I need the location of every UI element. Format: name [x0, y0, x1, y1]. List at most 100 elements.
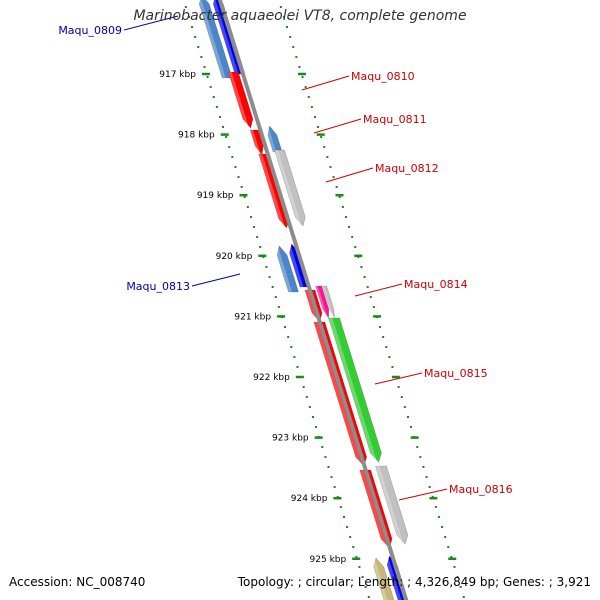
map-title: Marinobacter aquaeolei VT8, complete gen… — [133, 8, 467, 24]
ruler-dot — [296, 366, 299, 368]
ruler-dot — [256, 236, 259, 238]
ruler-dot — [194, 36, 197, 38]
ruler-dot — [462, 596, 465, 598]
ruler-dot — [341, 206, 344, 208]
ruler-dot — [305, 396, 308, 398]
gene-arrow — [276, 245, 299, 293]
length-value: 4,326,849 bp — [407, 575, 495, 589]
genes-label: Genes: — [502, 575, 545, 589]
ruler-dot — [428, 486, 431, 488]
topology-item: Topology: circular — [238, 575, 350, 589]
ruler-dot — [206, 76, 209, 78]
gene-arrow — [198, 0, 233, 79]
accession-label: Accession: — [9, 575, 73, 589]
gene-label[interactable]: Maqu_0815 — [424, 367, 488, 380]
gene-arrow-sheen — [274, 150, 302, 226]
length-label: Length: — [357, 575, 404, 589]
ruler-dot — [400, 396, 403, 398]
ruler-dot — [346, 526, 349, 528]
ruler-dot — [320, 136, 323, 138]
ruler-dot — [218, 116, 221, 118]
ruler-dot — [310, 106, 313, 108]
accession-value: NC_008740 — [76, 575, 146, 589]
gene-label[interactable]: Maqu_0813 — [126, 280, 190, 293]
gene-label[interactable]: Maqu_0816 — [449, 483, 513, 496]
length-item: Length: 4,326,849 bp — [350, 575, 495, 589]
label-leader — [354, 283, 403, 297]
gene-label[interactable]: Maqu_0812 — [375, 162, 439, 175]
ruler-dot — [200, 56, 203, 58]
ruler-dot — [447, 546, 450, 548]
topology-label: Topology: — [237, 575, 294, 589]
gene-arrow — [328, 317, 382, 463]
ruler-dot — [184, 6, 187, 8]
gene-label[interactable]: Maqu_0811 — [363, 113, 427, 126]
ruler-dot — [298, 66, 301, 68]
ruler-dot — [293, 356, 296, 358]
ruler-dot — [422, 466, 425, 468]
gene-feature — [373, 557, 395, 600]
gene-label[interactable]: Maqu_0814 — [404, 278, 468, 291]
gene-label[interactable]: Maqu_0810 — [351, 70, 415, 83]
ruler-dot — [203, 66, 206, 68]
ruler-dot — [311, 416, 314, 418]
ruler-dot — [369, 296, 372, 298]
ruler-dot — [391, 366, 394, 368]
ruler-dot — [351, 236, 354, 238]
ruler-dot — [459, 586, 462, 588]
ruler-dot — [441, 526, 444, 528]
ruler-dot — [444, 536, 447, 538]
ruler-dot — [234, 166, 237, 168]
ruler-dot — [286, 26, 289, 28]
tick-label: 919 kbp — [197, 191, 234, 201]
label-leader — [313, 118, 362, 134]
ruler-dot — [265, 266, 268, 268]
ruler-dot — [326, 156, 329, 158]
gene-arrow — [274, 149, 306, 227]
ruler-dot — [187, 16, 190, 18]
label-leader — [325, 167, 374, 183]
gene-arrow-sheen — [289, 244, 304, 287]
ruler-dot — [388, 356, 391, 358]
ruler-dot — [243, 196, 246, 198]
ruler-dot — [416, 446, 419, 448]
label-leader — [301, 75, 350, 91]
ruler-dot — [209, 86, 212, 88]
ruler-dot — [274, 296, 277, 298]
ruler-dot — [290, 346, 293, 348]
ruler-dot — [268, 276, 271, 278]
ruler-dot — [434, 506, 437, 508]
ruler-dot — [271, 286, 274, 288]
ruler-dot — [382, 336, 385, 338]
gene-label[interactable]: Maqu_0809 — [58, 24, 122, 37]
ruler-dot — [287, 336, 290, 338]
gene-arrow-sheen — [267, 126, 277, 152]
ruler-dot — [228, 146, 231, 148]
ruler-dot — [355, 556, 358, 558]
ruler-dot — [456, 576, 459, 578]
ruler-dot — [222, 126, 225, 128]
ruler-dot — [191, 26, 194, 28]
ruler-dot — [277, 306, 280, 308]
ruler-dot — [419, 456, 422, 458]
genes-value: 3,921 — [549, 575, 591, 589]
ruler-dot — [327, 466, 330, 468]
outer-ruler — [279, 6, 465, 598]
ruler-dot — [330, 476, 333, 478]
ruler-dot — [307, 96, 310, 98]
ruler-dot — [302, 386, 305, 388]
ruler-dot — [342, 516, 345, 518]
gene-feature — [276, 245, 299, 293]
gene-feature — [315, 285, 330, 319]
gene-arrow-sheen — [322, 286, 334, 318]
gene-arrow-sheen — [250, 130, 261, 155]
gene-arrow-sheen — [228, 72, 250, 128]
tick-label: 924 kbp — [291, 494, 328, 504]
label-leader — [191, 273, 241, 287]
ruler-dot — [453, 566, 456, 568]
tick-label: 917 kbp — [159, 70, 196, 80]
ruler-dot — [324, 456, 327, 458]
gene-arrow-sheen — [277, 246, 293, 292]
tick-label: 918 kbp — [178, 131, 215, 141]
